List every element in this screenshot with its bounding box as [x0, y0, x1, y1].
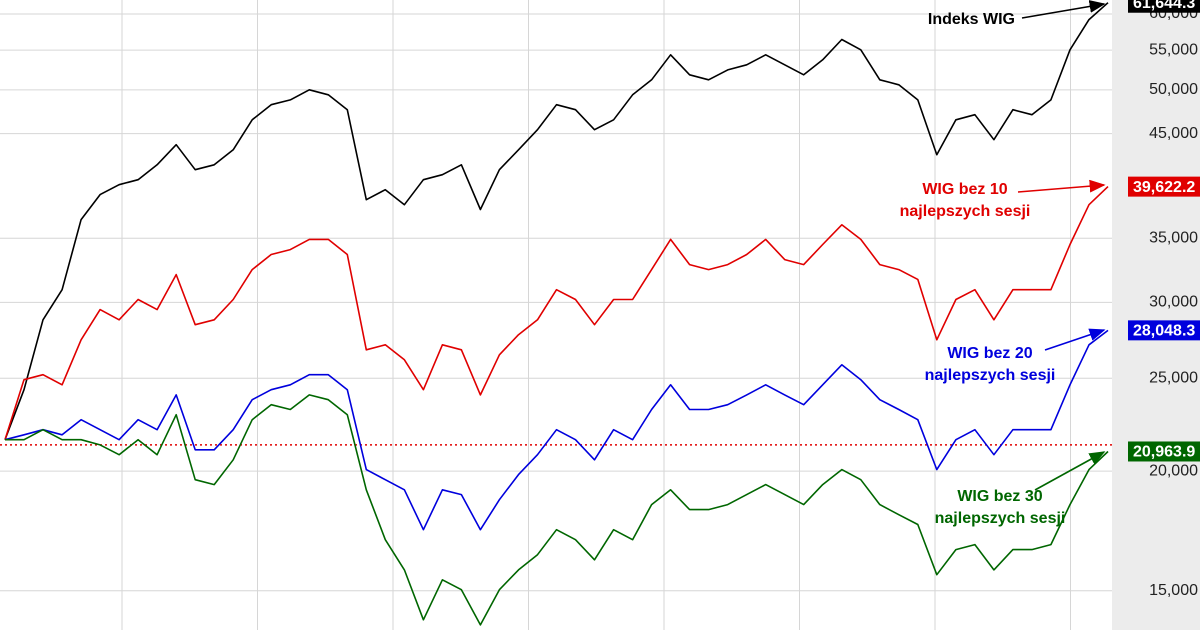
annotation-arrow: [1034, 451, 1106, 491]
end-label: 20,963.9: [1133, 444, 1195, 461]
series-line: [5, 394, 1109, 626]
series-annotation: najlepszych sesji: [900, 203, 1031, 220]
axis-strip: [1112, 0, 1200, 630]
end-label: 61,644.3: [1133, 0, 1195, 12]
y-tick-label: 45,000: [1149, 125, 1198, 142]
end-label-box: [1128, 320, 1200, 341]
y-tick-label: 25,000: [1149, 369, 1198, 386]
y-tick-label: 50,000: [1149, 81, 1198, 98]
series-line: [4, 2, 1109, 440]
annotation-arrow: [1044, 328, 1106, 351]
series-line: [4, 186, 1109, 440]
series-annotation: WIG bez 30: [957, 488, 1042, 505]
end-label-box: [1128, 441, 1200, 462]
end-label: 39,622.2: [1133, 179, 1195, 196]
annotation-arrow: [1021, 0, 1106, 19]
y-tick-label: 20,000: [1149, 462, 1198, 479]
y-tick-label: 35,000: [1149, 229, 1198, 246]
series-annotation: WIG bez 10: [922, 181, 1007, 198]
series-annotation: najlepszych sesji: [935, 510, 1066, 527]
series-annotation: najlepszych sesji: [925, 367, 1056, 384]
series-annotation: WIG bez 20: [947, 345, 1032, 362]
y-tick-label: 15,000: [1149, 582, 1198, 599]
end-label-box: [1128, 0, 1200, 13]
y-tick-label: 30,000: [1149, 294, 1198, 311]
series-annotation: Indeks WIG: [928, 11, 1015, 28]
annotation-arrow: [1017, 179, 1106, 193]
y-tick-label: 55,000: [1149, 41, 1198, 58]
series-line: [4, 329, 1109, 531]
end-label: 28,048.3: [1133, 323, 1195, 340]
end-label-box: [1128, 176, 1200, 197]
